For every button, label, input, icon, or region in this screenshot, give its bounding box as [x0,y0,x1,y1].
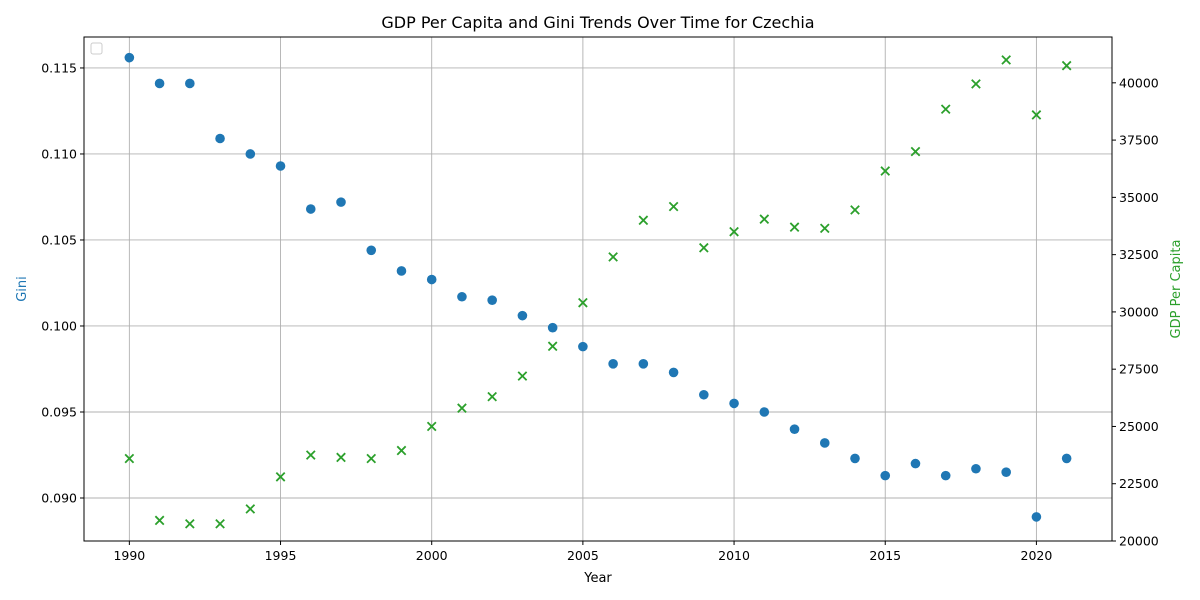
gini-point [971,463,981,474]
gini-point [638,359,649,369]
gdp-per-capita-point [729,226,739,237]
gini-point [245,149,256,159]
y-left-tick-label: 0.105 [41,232,77,247]
gdp-per-capita-point [880,166,891,176]
gdp-per-capita-point [396,445,407,456]
gini-point [275,161,286,171]
chart-title: GDP Per Capita and Gini Trends Over Time… [381,13,814,32]
y-right-tick-label: 37500 [1119,133,1159,148]
gdp-per-capita-point [154,515,165,526]
gdp-per-capita-point [336,452,346,463]
y-axis-right: 20000 22500 25000 27500 30000 32500 35000 37500… [1112,75,1159,549]
y-right-tick-label: 40000 [1119,75,1159,90]
gdp-per-capita-point [910,146,921,157]
gdp-per-capita-point [940,104,951,115]
plot-frame [83,36,1113,542]
y-left-tick-label: 0.115 [41,60,77,75]
gdp-per-capita-point [759,214,770,224]
gdp-per-capita-point [305,450,316,460]
gdp-per-capita-point [245,504,256,514]
gdp-per-capita-point [608,252,618,262]
y-left-tick-label: 0.110 [41,146,77,161]
x-tick-label: 2020 [1021,548,1053,563]
gini-point [366,245,377,256]
y-right-tick-label: 20000 [1119,534,1159,549]
grid [84,37,1112,541]
x-axis-label: Year [583,571,612,586]
gini-point [154,78,165,89]
gdp-per-capita-point [184,518,195,529]
gdp-per-capita-point [1061,60,1072,71]
gini-point [1031,512,1042,522]
gini-point [699,389,709,400]
x-axis: 1990 1995 2000 2005 2010 2015 2020 [113,541,1052,563]
x-tick-label: 2010 [718,548,750,563]
plot-marks [124,52,1072,529]
gini-point [124,52,135,63]
y-left-tick-label: 0.100 [41,318,77,333]
y-right-tick-label: 25000 [1119,419,1159,434]
y-left-tick-label: 0.090 [41,490,77,505]
gini-point [759,407,770,417]
gini-point [305,204,316,214]
y-axis-left-label: Gini [15,276,30,302]
gini-point [517,310,528,321]
gdp-per-capita-point [426,421,437,432]
gini-point [608,359,618,369]
gdp-per-capita-point [366,453,377,464]
legend-box [90,42,103,55]
y-right-tick-label: 27500 [1119,362,1159,377]
gdp-per-capita-point [819,223,830,234]
x-tick-label: 2000 [416,548,448,563]
gini-point [457,291,467,302]
y-right-tick-label: 35000 [1119,190,1159,205]
gdp-per-capita-point [275,472,286,482]
gini-point [215,133,225,144]
x-tick-label: 2005 [567,548,599,563]
gdp-per-capita-point [971,79,981,89]
gini-point [396,266,407,276]
gdp-per-capita-point [547,341,558,352]
gdp-per-capita-point [578,297,588,308]
gdp-per-capita-point [487,391,498,402]
gdp-per-capita-point [698,242,709,253]
gdp-per-capita-point [124,453,135,464]
gini-point [819,438,830,448]
gini-point [547,322,558,333]
y-left-tick-label: 0.095 [41,404,77,419]
gini-point [880,470,891,481]
gdp-per-capita-point [638,215,649,226]
x-tick-label: 1990 [113,548,145,563]
gdp-per-capita-point [1001,55,1012,65]
gini-point [789,424,800,434]
gini-point [185,78,195,89]
x-tick-label: 2015 [869,548,901,563]
gdp-per-capita-point [668,201,679,212]
gdp-per-capita-point [457,403,467,413]
gini-point [729,398,739,409]
gini-point [850,453,860,464]
gini-point [487,295,497,305]
gini-point [1061,453,1072,464]
y-right-tick-label: 30000 [1119,304,1159,319]
gdp-per-capita-point [850,205,860,215]
gini-point [940,470,951,481]
gini-point [336,197,346,207]
y-right-tick-label: 22500 [1119,476,1159,491]
y-right-tick-label: 32500 [1119,247,1159,262]
x-tick-label: 1995 [265,548,297,563]
gdp-per-capita-point [517,371,528,381]
y-axis-left: 0.090 0.095 0.100 0.105 0.110 0.115 [41,60,84,505]
gini-point [668,367,679,378]
gini-point [426,274,437,285]
gini-point [910,458,921,469]
gdp-per-capita-point [1031,110,1042,120]
gdp-per-capita-point [215,518,225,529]
gini-point [1001,467,1011,477]
gini-point [578,341,588,352]
gdp-per-capita-point [789,222,800,232]
y-axis-right-label: GDP Per Capita [1169,240,1184,339]
